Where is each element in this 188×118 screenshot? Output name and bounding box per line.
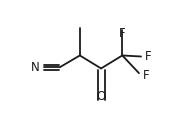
Text: F: F — [145, 50, 151, 63]
Text: F: F — [119, 27, 126, 40]
Text: O: O — [96, 90, 106, 103]
Text: N: N — [31, 61, 40, 74]
Text: F: F — [142, 69, 149, 82]
